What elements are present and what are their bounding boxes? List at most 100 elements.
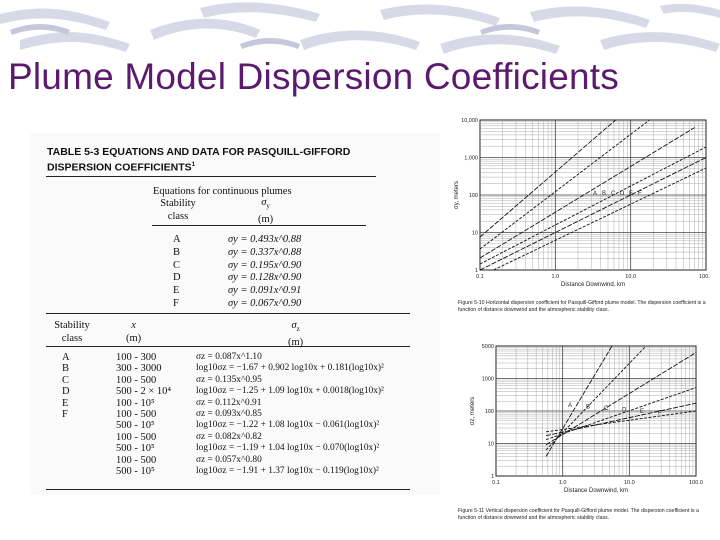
vertical-range-cell: 100 - 300 xyxy=(116,352,157,363)
stability-curve xyxy=(479,119,616,238)
vertical-range-cell: 100 - 500 xyxy=(116,454,157,466)
figure-vertical-dispersion: 5000 1000 100 10 1 0.1 1.0 10.0 100.0 Distance Do… xyxy=(444,340,710,540)
dispersion-table: TABLE 5-3 EQUATIONS AND DATA FOR PASQUIL… xyxy=(30,133,440,495)
horizontal-equation-cell: σy = 0.067x^0.90 xyxy=(228,297,302,309)
stability-curve xyxy=(479,127,695,259)
vertical-equation-cell: log10σz = −1.19 + 1.04 log10x − 0.070(lo… xyxy=(196,443,380,454)
vertical-range-cell: 100 - 500 xyxy=(116,409,157,421)
y-tick-label: 1 xyxy=(491,474,494,480)
y-tick-label: 10 xyxy=(472,231,478,237)
stability-class-label: F xyxy=(658,411,662,417)
x-tick-label: 0.1 xyxy=(492,480,500,486)
horizontal-equation-cell: σy = 0.128x^0.90 xyxy=(228,272,302,284)
vertical-range-cell: 300 - 3000 xyxy=(116,363,162,375)
vertical-equation-cell: log10σz = −1.22 + 1.08 log10x − 0.061(lo… xyxy=(196,420,380,431)
x-tick-label: 0.1 xyxy=(476,274,484,280)
vertical-equation-cell: log10σz = −1.91 + 1.37 log10x − 0.119(lo… xyxy=(196,466,379,477)
vertical-range-cell: 500 - 10⁵ xyxy=(116,443,155,455)
vertical-range-cell: 500 - 2 × 10⁴ xyxy=(116,386,172,398)
decorative-banner xyxy=(0,2,720,54)
stability-class-label: A xyxy=(568,403,572,409)
vertical-equation-cell: σz = 0.057x^0.80 xyxy=(196,454,262,465)
horizontal-equation-cell: σy = 0.195x^0.90 xyxy=(228,259,302,271)
x-tick-label: 10.0 xyxy=(625,274,636,280)
horizontal-class-cell: B xyxy=(173,246,181,258)
horizontal-class-cell: A xyxy=(173,234,181,245)
vertical-equation-cell: σz = 0.112x^0.91 xyxy=(196,397,262,408)
vertical-range-column: 100 - 300 300 - 3000 100 - 500 500 - 2 × 10… xyxy=(116,352,171,477)
stability-curve xyxy=(545,410,697,433)
x-tick-label: 1.0 xyxy=(552,274,560,280)
y-tick-label: 10 xyxy=(488,442,494,448)
sigma-z-heading: σz (m) xyxy=(288,320,304,349)
horizontal-class-cell: C xyxy=(173,259,181,271)
slide-title: Plume Model Dispersion Coefficients xyxy=(8,56,619,97)
vertical-stability-heading: Stability class xyxy=(54,320,90,344)
vertical-class-cell: E xyxy=(62,397,69,409)
stability-class-label: D xyxy=(620,191,625,197)
y-tick-label: 100 xyxy=(469,193,478,199)
horizontal-equation-cell: σy = 0.493x^0.88 xyxy=(228,234,302,245)
y-tick-label: 5000 xyxy=(482,344,494,350)
stability-class-label: C xyxy=(611,191,616,197)
figure-5-11-caption: Figure 5-11 Vertical dispersion coeffici… xyxy=(458,508,699,521)
vertical-class-cell: B xyxy=(62,363,70,375)
vertical-class-cell: D xyxy=(62,386,70,398)
vertical-range-cell: 100 - 500 xyxy=(116,374,157,386)
vertical-class-cell: A xyxy=(62,352,70,363)
table-rule xyxy=(46,176,376,178)
stability-class-label: E xyxy=(640,409,644,415)
vertical-range-cell: 500 - 10⁵ xyxy=(116,420,155,432)
x-axis-label: Distance Downwind, km xyxy=(564,488,628,494)
stability-class-label: B xyxy=(586,405,590,411)
y-tick-label: 100 xyxy=(485,409,494,415)
stability-class-label: D xyxy=(622,408,627,414)
horizontal-class-cell: D xyxy=(173,272,181,284)
x-tick-label: 100.0 xyxy=(689,480,703,486)
vertical-equation-cell: log10σz = −1.67 + 0.902 log10x + 0.181(l… xyxy=(196,363,384,374)
sigma-y-chart: 10,000 1,000 100 10 10.1 1.0 10.0 100.0 Distance… xyxy=(454,118,713,288)
y-tick-label: 1 xyxy=(475,268,478,274)
figure-5-10-caption: Figure 5-10 Horizontal dispersion coeffi… xyxy=(458,300,706,313)
stability-heading: Stability class xyxy=(160,198,196,222)
y-tick-label: 10,000 xyxy=(461,118,478,124)
stability-curve xyxy=(493,167,707,271)
stability-class-label: B xyxy=(602,191,606,197)
vertical-equation-cell: σz = 0.082x^0.82 xyxy=(196,431,262,442)
y-tick-label: 1,000 xyxy=(464,156,478,162)
stability-curve xyxy=(479,119,650,250)
stability-class-label: A xyxy=(593,191,597,197)
horizontal-equation-cell: σy = 0.091x^0.91 xyxy=(228,285,302,297)
vertical-equation-cell: log10σz = −1.25 + 1.09 log10x + 0.0018(l… xyxy=(196,386,384,397)
vertical-range-cell: 500 - 10⁵ xyxy=(116,466,155,478)
y-axis-label: σz, meters xyxy=(470,397,476,425)
continuous-heading: Equations for continuous plumes xyxy=(153,186,292,197)
vertical-class-cell: C xyxy=(62,374,70,386)
vertical-range-cell: 100 - 10⁵ xyxy=(116,397,155,409)
horizontal-equation-column: σy = 0.493x^0.88 σy = 0.337x^0.88 σy = 0.1… xyxy=(228,234,301,311)
horizontal-equation-cell: σy = 0.337x^0.88 xyxy=(228,246,302,258)
table-title: TABLE 5-3 EQUATIONS AND DATA FOR PASQUIL… xyxy=(47,146,351,174)
stability-curve xyxy=(545,352,697,446)
sigma-y-heading: σy (m) xyxy=(258,197,274,226)
table-rule xyxy=(46,313,410,315)
vertical-class-cell: F xyxy=(62,409,68,421)
table-rule xyxy=(46,346,410,347)
y-axis-label: σy, meters xyxy=(454,181,460,209)
vertical-equation-cell: σz = 0.093x^0.85 xyxy=(196,409,262,420)
sigma-z-chart: 5000 1000 100 10 10.1 1.0 10.0 100.0 Distance Do… xyxy=(470,344,703,494)
vertical-equation-cell: σz = 0.135x^0.95 xyxy=(196,374,262,385)
x-tick-label: 10.0 xyxy=(624,480,635,486)
stability-class-label: E xyxy=(629,191,633,197)
stability-curve xyxy=(545,345,647,451)
y-tick-label: 1000 xyxy=(482,377,494,383)
stability-curve xyxy=(545,387,697,441)
stability-curve xyxy=(479,157,707,271)
x-axis-label: Distance Downwind, km xyxy=(561,282,625,288)
table-rule xyxy=(152,225,366,226)
stability-curve xyxy=(479,146,707,265)
horizontal-class-cell: E xyxy=(173,285,180,297)
horizontal-class-cell: F xyxy=(173,297,179,309)
